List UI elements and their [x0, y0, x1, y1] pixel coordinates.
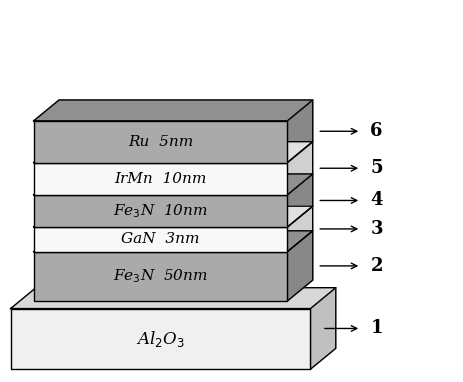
Text: Fe$_3$N  10nm: Fe$_3$N 10nm: [113, 202, 207, 220]
Text: Al$_2$O$_3$: Al$_2$O$_3$: [136, 329, 185, 349]
Bar: [11, 309, 310, 369]
Polygon shape: [34, 206, 312, 227]
Bar: [34, 121, 287, 163]
Bar: [34, 163, 287, 195]
Polygon shape: [287, 142, 312, 195]
Text: IrMn  10nm: IrMn 10nm: [114, 172, 206, 186]
Bar: [34, 252, 287, 301]
Text: 2: 2: [369, 257, 382, 275]
Polygon shape: [11, 288, 335, 309]
Text: 3: 3: [369, 220, 382, 238]
Polygon shape: [287, 174, 312, 227]
Polygon shape: [34, 100, 312, 121]
Text: GaN  3nm: GaN 3nm: [121, 232, 200, 246]
Text: 4: 4: [369, 191, 382, 209]
Polygon shape: [287, 206, 312, 252]
Polygon shape: [287, 231, 312, 301]
Polygon shape: [34, 231, 312, 252]
Polygon shape: [34, 174, 312, 195]
Bar: [34, 227, 287, 252]
Text: Fe$_3$N  50nm: Fe$_3$N 50nm: [113, 267, 207, 285]
Text: 6: 6: [369, 122, 382, 140]
Text: Ru  5nm: Ru 5nm: [128, 135, 193, 149]
Text: 1: 1: [369, 319, 382, 337]
Polygon shape: [287, 100, 312, 163]
Polygon shape: [310, 288, 335, 369]
Text: 5: 5: [369, 159, 382, 177]
Polygon shape: [34, 142, 312, 163]
Bar: [34, 195, 287, 227]
